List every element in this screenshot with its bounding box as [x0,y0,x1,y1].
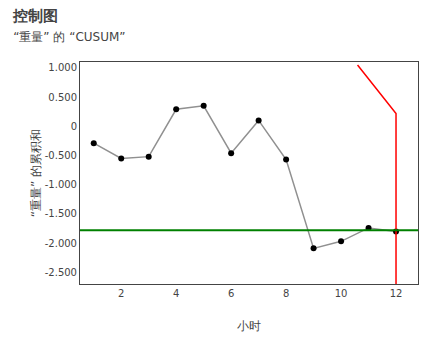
svg-text:1.000: 1.000 [48,62,77,73]
svg-text:0.500: 0.500 [48,92,77,103]
svg-text:8: 8 [283,288,289,299]
svg-text:-1.500: -1.500 [45,208,77,219]
svg-text:10: 10 [335,288,348,299]
svg-text:0: 0 [71,121,77,132]
svg-text:4: 4 [173,288,179,299]
svg-text:-1.000: -1.000 [45,179,77,190]
svg-text:6: 6 [228,288,234,299]
svg-text:-2.500: -2.500 [45,267,77,278]
svg-text:控制图“重量” 的 “CUSUM”: 控制图“重量” 的 “CUSUM” [12,7,125,44]
svg-text:-0.500: -0.500 [45,150,77,161]
svg-text:“重量” 的累积和: “重量” 的累积和 [29,129,43,217]
svg-text:2: 2 [118,288,124,299]
svg-text:小时: 小时 [237,319,261,333]
svg-text:12: 12 [390,288,403,299]
svg-text:-2.000: -2.000 [45,238,77,249]
